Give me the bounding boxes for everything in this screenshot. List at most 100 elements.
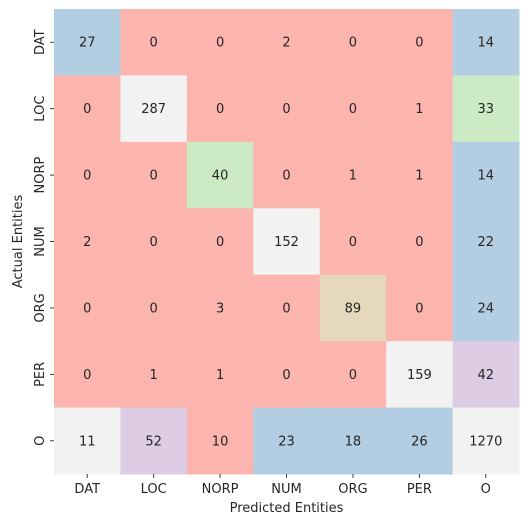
cell-value-label: 11 (79, 434, 96, 449)
y-tick-label: ORG (33, 293, 48, 322)
heatmap-cell (452, 75, 520, 143)
cell-value-label: 89 (345, 301, 362, 316)
x-tick-label: NUM (271, 482, 301, 497)
y-tick-label: LOC (33, 96, 48, 122)
x-tick-label: LOC (141, 482, 167, 497)
y-axis-title: Actual Entities (11, 195, 26, 289)
heatmap-cell (186, 75, 254, 143)
heatmap-cell (319, 9, 387, 76)
cell-value-label: 159 (407, 368, 432, 383)
heatmap-cell (120, 407, 188, 475)
cell-value-label: 0 (150, 301, 158, 316)
cell-value-label: 14 (478, 169, 495, 184)
cell-value-label: 2 (282, 36, 290, 51)
cell-value-label: 0 (349, 368, 357, 383)
cell-value-label: 24 (478, 301, 495, 316)
cell-value-label: 22 (478, 235, 495, 250)
heatmap-cell (452, 407, 520, 475)
heatmap-cell (186, 341, 254, 409)
heatmap-cell (452, 141, 520, 209)
heatmap-cell (253, 274, 321, 342)
heatmap-cell (54, 141, 121, 209)
cell-value-label: 0 (83, 301, 91, 316)
heatmap-cells (54, 9, 520, 475)
heatmap-cell (186, 208, 254, 276)
heatmap-cell (253, 407, 321, 475)
heatmap-cell (319, 407, 387, 475)
heatmap-cell (120, 341, 188, 409)
heatmap-cell (319, 141, 387, 209)
heatmap-cell (319, 75, 387, 143)
heatmap-cell (386, 141, 454, 209)
heatmap-cell (253, 208, 321, 276)
heatmap-cell (253, 341, 321, 409)
cell-value-label: 10 (212, 434, 229, 449)
y-tick-label: NORP (33, 157, 48, 194)
heatmap-cell (386, 341, 454, 409)
heatmap-cell (386, 75, 454, 143)
heatmap-cell (386, 9, 454, 76)
cell-value-label: 0 (150, 36, 158, 51)
heatmap-cell (319, 208, 387, 276)
heatmap-cell (186, 141, 254, 209)
cell-value-label: 0 (415, 235, 423, 250)
x-axis-title: Predicted Entities (230, 501, 344, 516)
heatmap-cell (186, 274, 254, 342)
cell-value-label: 33 (478, 102, 495, 117)
cell-value-label: 52 (145, 434, 162, 449)
cell-value-label: 1 (150, 368, 158, 383)
heatmap-cell (319, 274, 387, 342)
cell-value-label: 0 (150, 235, 158, 250)
cell-value-label: 0 (83, 169, 91, 184)
cell-value-label: 0 (415, 301, 423, 316)
heatmap-cell (120, 9, 188, 76)
cell-value-label: 3 (216, 301, 224, 316)
cell-value-label: 1 (216, 368, 224, 383)
cell-value-label: 1 (415, 102, 423, 117)
x-axis-ticks: DAT LOC NORP NUM ORG PER O (74, 474, 491, 497)
cell-value-label: 23 (278, 434, 295, 449)
cell-value-label: 0 (349, 102, 357, 117)
x-tick-label: PER (407, 482, 432, 497)
heatmap-cell (54, 208, 121, 276)
cell-value-label: 0 (282, 102, 290, 117)
heatmap-cell (186, 9, 254, 76)
cell-value-label: 0 (349, 235, 357, 250)
cell-value-label: 0 (282, 301, 290, 316)
cell-value-label: 42 (478, 368, 495, 383)
cell-value-label: 2 (83, 235, 91, 250)
x-tick-label: DAT (74, 482, 100, 497)
heatmap-cell (319, 341, 387, 409)
cell-value-label: 1 (415, 169, 423, 184)
cell-value-label: 0 (83, 102, 91, 117)
heatmap-cell (253, 75, 321, 143)
heatmap-cell (386, 407, 454, 475)
cell-value-label: 18 (345, 434, 362, 449)
heatmap-cell (186, 407, 254, 475)
x-tick-label: ORG (338, 482, 367, 497)
cell-value-label: 0 (415, 36, 423, 51)
cell-value-label: 0 (282, 368, 290, 383)
cell-value-label: 26 (411, 434, 428, 449)
x-tick-label: NORP (202, 482, 239, 497)
heatmap-cell (120, 141, 188, 209)
cell-value-label: 0 (150, 169, 158, 184)
x-tick-label: O (481, 482, 491, 497)
heatmap-cell (452, 341, 520, 409)
cell-value-label: 0 (216, 102, 224, 117)
cell-value-label: 0 (349, 36, 357, 51)
cell-value-label: 40 (212, 169, 229, 184)
y-tick-label: PER (33, 362, 48, 387)
heatmap-cell (54, 9, 121, 76)
cell-value-label: 14 (478, 36, 495, 51)
heatmap-cell (253, 141, 321, 209)
heatmap-cell (452, 9, 520, 76)
cell-value-label: 1 (349, 169, 357, 184)
y-tick-label: DAT (33, 29, 48, 55)
heatmap-cell (54, 75, 121, 143)
heatmap-cell (386, 208, 454, 276)
heatmap-cell (54, 341, 121, 409)
y-tick-label: O (33, 436, 48, 446)
cell-value-label: 0 (282, 169, 290, 184)
